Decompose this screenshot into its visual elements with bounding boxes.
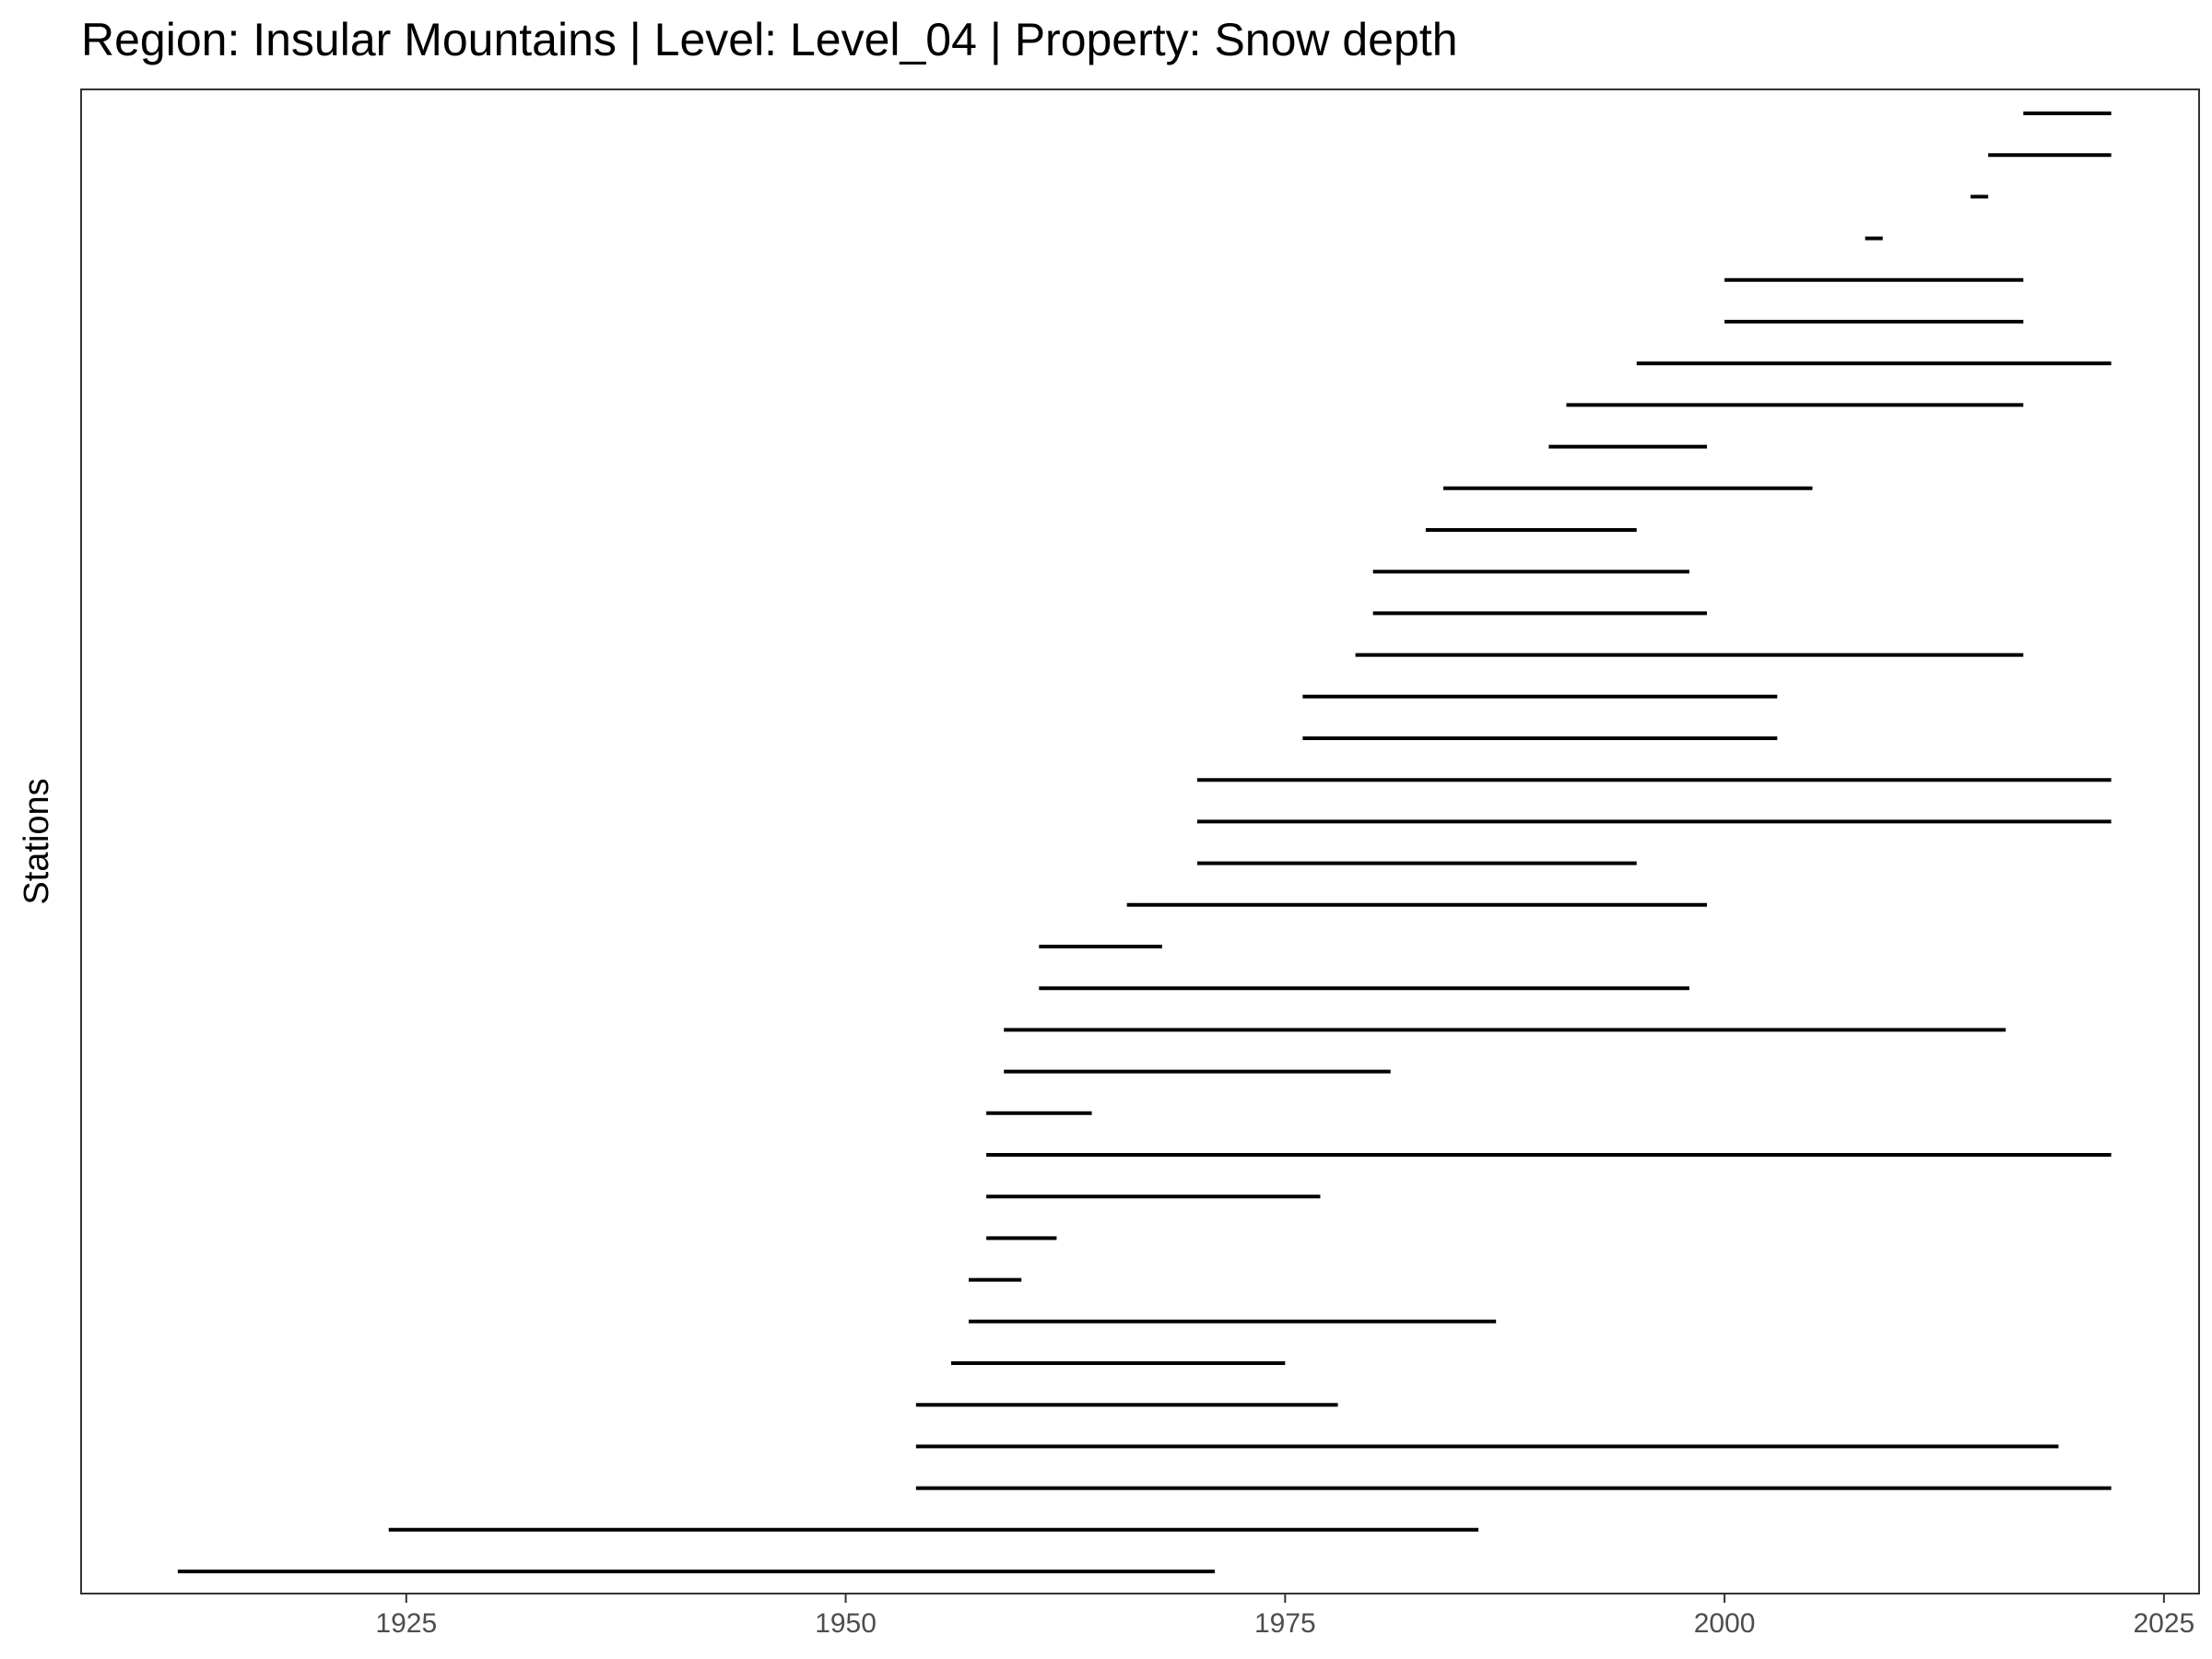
plot-panel — [80, 88, 2200, 1594]
station-segments — [177, 112, 2112, 1573]
y-axis-label: Stations — [18, 778, 56, 904]
x-tick-label: 2000 — [1694, 1608, 1756, 1639]
x-tick-label: 1975 — [1254, 1608, 1316, 1639]
x-axis: 1925 1950 1975 2000 2025 — [375, 1594, 2194, 1639]
x-tick-label: 1925 — [375, 1608, 437, 1639]
x-tick-label: 1950 — [815, 1608, 877, 1639]
x-tick-label: 2025 — [2133, 1608, 2194, 1639]
chart-title: Region: Insular Mountains | Level: Level… — [81, 14, 1458, 65]
